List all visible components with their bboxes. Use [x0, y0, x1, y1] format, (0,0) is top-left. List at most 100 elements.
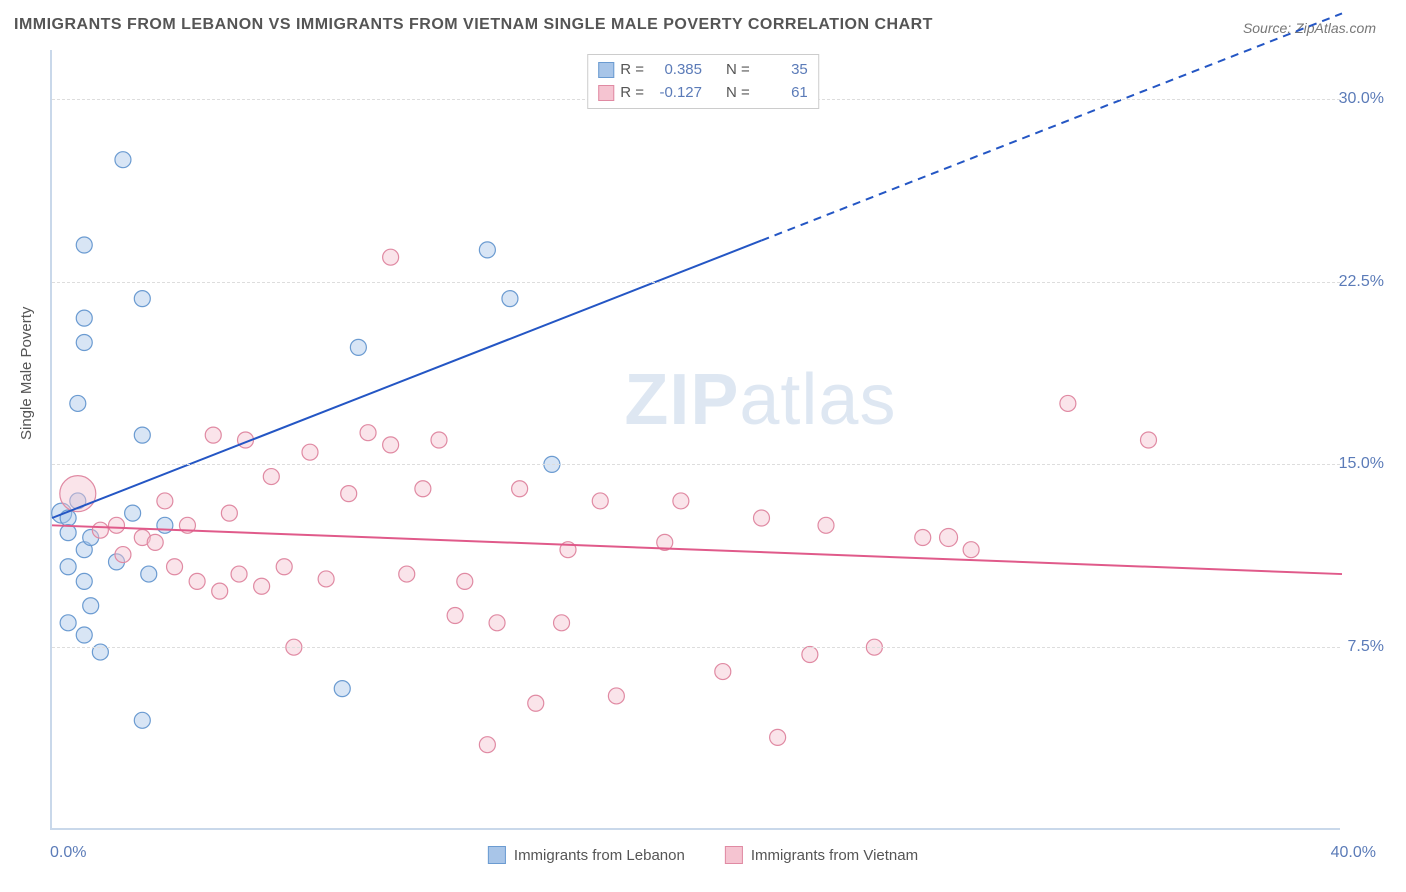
correlation-chart: IMMIGRANTS FROM LEBANON VS IMMIGRANTS FR…: [0, 0, 1406, 892]
data-point: [134, 712, 150, 728]
trend-line-dashed: [762, 13, 1343, 240]
data-point: [350, 339, 366, 355]
data-point: [134, 291, 150, 307]
data-point: [60, 476, 96, 512]
n-value: 61: [756, 82, 808, 105]
data-point: [334, 681, 350, 697]
data-point: [109, 517, 125, 533]
data-point: [60, 615, 76, 631]
data-point: [818, 517, 834, 533]
data-point: [157, 517, 173, 533]
n-label: N =: [726, 82, 750, 105]
data-point: [115, 152, 131, 168]
data-point: [915, 530, 931, 546]
n-value: 35: [756, 59, 808, 82]
plot-svg: [52, 50, 1340, 828]
data-point: [457, 573, 473, 589]
data-point: [302, 444, 318, 460]
data-point: [802, 647, 818, 663]
data-point: [83, 598, 99, 614]
legend-swatch-icon: [598, 62, 614, 78]
y-axis-label: Single Male Poverty: [18, 307, 35, 440]
data-point: [189, 573, 205, 589]
data-point: [76, 335, 92, 351]
data-point: [231, 566, 247, 582]
data-point: [512, 481, 528, 497]
data-point: [479, 242, 495, 258]
data-point: [134, 427, 150, 443]
data-point: [92, 522, 108, 538]
legend-item: Immigrants from Vietnam: [725, 846, 918, 864]
trend-line: [52, 525, 1342, 574]
data-point: [254, 578, 270, 594]
data-point: [70, 395, 86, 411]
data-point: [399, 566, 415, 582]
data-point: [528, 695, 544, 711]
y-tick-label: 7.5%: [1348, 638, 1384, 656]
data-point: [592, 493, 608, 509]
data-point: [489, 615, 505, 631]
r-value: -0.127: [650, 82, 702, 105]
data-point: [415, 481, 431, 497]
data-point: [1141, 432, 1157, 448]
x-tick-max: 40.0%: [1331, 844, 1376, 862]
data-point: [221, 505, 237, 521]
data-point: [125, 505, 141, 521]
data-point: [963, 542, 979, 558]
data-point: [76, 627, 92, 643]
r-label: R =: [620, 59, 644, 82]
source-attribution: Source: ZipAtlas.com: [1243, 20, 1376, 36]
legend-swatch-icon: [488, 846, 506, 864]
y-tick-label: 30.0%: [1339, 90, 1384, 108]
data-point: [263, 469, 279, 485]
legend-label: Immigrants from Lebanon: [514, 847, 685, 864]
y-tick-label: 15.0%: [1339, 455, 1384, 473]
n-label: N =: [726, 59, 750, 82]
r-value: 0.385: [650, 59, 702, 82]
stats-legend-row: R = -0.127 N = 61: [598, 82, 808, 105]
legend-item: Immigrants from Lebanon: [488, 846, 685, 864]
legend-swatch-icon: [725, 846, 743, 864]
data-point: [608, 688, 624, 704]
data-point: [76, 237, 92, 253]
data-point: [76, 573, 92, 589]
data-point: [770, 729, 786, 745]
data-point: [60, 559, 76, 575]
data-point: [383, 437, 399, 453]
data-point: [673, 493, 689, 509]
data-point: [167, 559, 183, 575]
legend-swatch-icon: [598, 85, 614, 101]
data-point: [76, 310, 92, 326]
chart-title: IMMIGRANTS FROM LEBANON VS IMMIGRANTS FR…: [14, 16, 933, 34]
data-point: [502, 291, 518, 307]
gridline: [52, 282, 1340, 283]
x-tick-min: 0.0%: [50, 844, 86, 862]
y-tick-label: 22.5%: [1339, 273, 1384, 291]
data-point: [754, 510, 770, 526]
data-point: [554, 615, 570, 631]
legend-label: Immigrants from Vietnam: [751, 847, 918, 864]
data-point: [318, 571, 334, 587]
data-point: [141, 566, 157, 582]
data-point: [479, 737, 495, 753]
data-point: [115, 547, 131, 563]
data-point: [715, 664, 731, 680]
gridline: [52, 464, 1340, 465]
data-point: [276, 559, 292, 575]
gridline: [52, 647, 1340, 648]
data-point: [212, 583, 228, 599]
data-point: [157, 493, 173, 509]
data-point: [447, 608, 463, 624]
stats-legend: R = 0.385 N = 35 R = -0.127 N = 61: [587, 54, 819, 109]
r-label: R =: [620, 82, 644, 105]
data-point: [205, 427, 221, 443]
data-point: [1060, 395, 1076, 411]
data-point: [431, 432, 447, 448]
data-point: [341, 486, 357, 502]
data-point: [383, 249, 399, 265]
stats-legend-row: R = 0.385 N = 35: [598, 59, 808, 82]
data-point: [147, 534, 163, 550]
data-point: [360, 425, 376, 441]
bottom-legend: Immigrants from Lebanon Immigrants from V…: [488, 846, 918, 864]
plot-area: ZIPatlas: [50, 50, 1340, 830]
